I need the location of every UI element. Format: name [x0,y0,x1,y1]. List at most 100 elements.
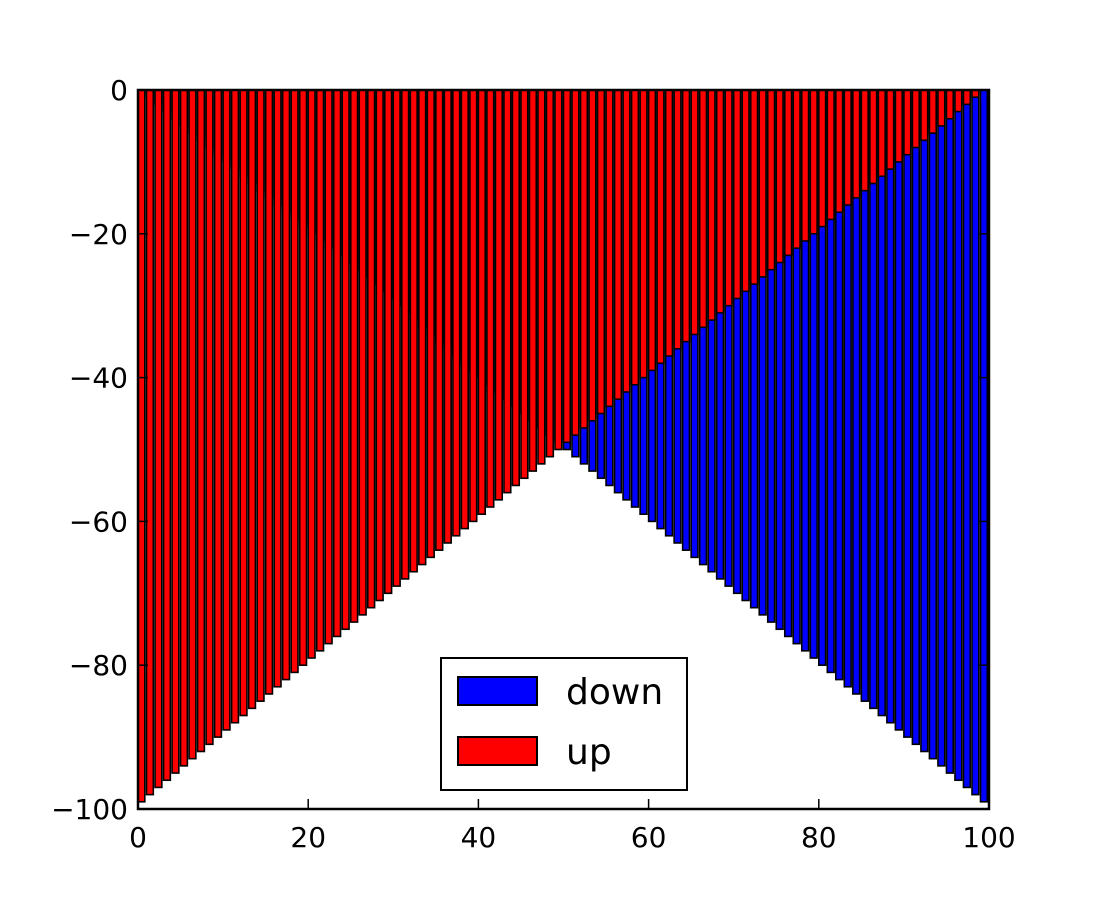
bar-up-79 [809,89,818,235]
bar-up-50 [562,89,572,444]
bar-up-91 [911,89,921,149]
bar-down-96 [954,89,963,782]
bar-up-61 [656,89,665,365]
bar-up-47 [537,89,546,465]
bar-up-44 [511,89,521,487]
x-tick-label: 80 [801,821,837,854]
y-tick-label: −20 [69,218,128,251]
bar-up-65 [690,89,699,336]
bar-up-60 [647,89,657,372]
x-tick-label: 100 [962,821,1015,854]
bar-up-73 [758,89,767,278]
bar-up-96 [954,89,963,113]
bar-up-12 [239,89,248,717]
bar-up-57 [622,89,631,393]
bar-down-91 [911,89,921,746]
bar-up-89 [894,89,903,163]
bar-up-31 [401,89,410,580]
bar-down-94 [937,89,946,767]
bar-up-66 [698,89,708,329]
bar-up-77 [792,89,801,249]
bar-up-11 [230,89,240,724]
bar-up-29 [383,89,393,595]
bar-up-42 [494,89,504,501]
bar-up-67 [707,89,716,321]
bar-up-63 [673,89,682,350]
bar-up-3 [162,89,172,782]
bar-up-90 [903,89,912,156]
bar-up-97 [962,89,972,106]
bar-up-78 [800,89,810,242]
bar-up-64 [681,89,691,343]
bar-up-41 [486,89,495,508]
bar-up-94 [937,89,946,127]
bar-up-15 [264,89,274,695]
bar-up-74 [766,89,776,271]
bar-up-82 [835,89,844,214]
bar-up-45 [520,89,529,480]
bar-up-7 [196,89,206,753]
bar-down-98 [971,89,980,796]
bar-up-20 [307,89,316,659]
bar-up-10 [222,89,231,731]
bar-up-23 [332,89,342,638]
bar-up-70 [732,89,742,300]
bar-up-62 [664,89,674,357]
bar-up-76 [783,89,793,257]
bar-up-26 [358,89,367,616]
bar-up-86 [869,89,878,185]
x-axis-tick-labels: 0 20 40 60 80 100 [129,821,1016,854]
bar-up-49 [554,89,563,451]
plot-frame [136,88,991,811]
bar-up-72 [749,89,759,285]
y-tick-label: −60 [69,505,128,538]
bar-up-59 [639,89,648,379]
bar-up-18 [290,89,299,674]
legend-label-down: down [566,672,663,713]
bar-down-97 [962,89,972,789]
bar-up-38 [460,89,469,530]
bar-up-69 [724,89,733,307]
bar-up-24 [341,89,350,631]
bar-up-71 [741,89,750,293]
bar-up-17 [281,89,291,681]
bar-up-85 [860,89,869,192]
y-tick-label: −100 [51,793,128,826]
legend-label-up: up [566,732,612,773]
bar-up-28 [375,89,384,602]
bar-up-39 [469,89,478,523]
bar-up-14 [256,89,265,702]
bar-down-89 [894,89,903,731]
bar-up-9 [213,89,223,738]
bar-up-48 [545,89,555,458]
bar-up-95 [945,89,955,120]
bar-up-88 [886,89,895,170]
bar-up-34 [426,89,435,559]
bar-up-5 [179,89,189,767]
bar-up-22 [324,89,333,645]
bar-up-13 [247,89,257,710]
bar-up-8 [205,89,214,746]
y-tick-label: −80 [69,649,128,682]
y-axis-tick-labels: 0 −20 −40 −60 −80 −100 [51,74,128,826]
bar-up-92 [920,89,929,142]
x-tick-label: 40 [461,821,497,854]
x-tick-label: 0 [129,821,147,854]
bar-down-93 [928,89,938,760]
bar-up-16 [273,89,282,688]
bar-down-95 [945,89,955,774]
bar-up-56 [613,89,623,400]
bar-up-1 [145,89,155,796]
bar-up-33 [418,89,427,566]
bar-up-81 [826,89,835,221]
bar-up-25 [349,89,359,623]
bar-up-21 [315,89,325,652]
x-tick-label: 60 [631,821,667,854]
y-tick-label: −40 [69,362,128,395]
bar-up-51 [571,89,580,436]
bar-up-52 [579,89,589,429]
bar-up-80 [817,89,827,228]
bar-up-93 [928,89,938,134]
